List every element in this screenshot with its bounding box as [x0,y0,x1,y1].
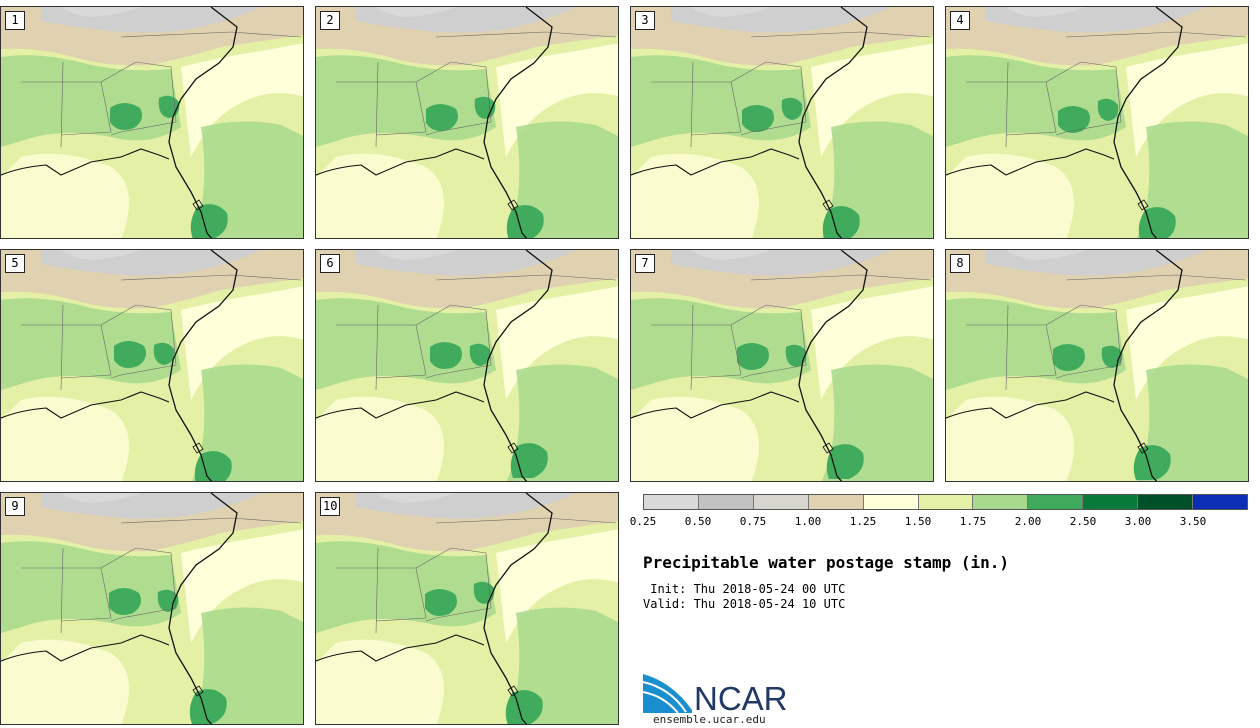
chart-title: Precipitable water postage stamp (in.) [643,553,1010,572]
colorbar-segment [863,495,919,509]
valid-time: Valid: Thu 2018-05-24 10 UTC [643,597,846,611]
colorbar-tick-label: 2.50 [1069,515,1097,528]
panel-number: 3 [635,11,655,30]
colorbar-tick-label: 1.50 [904,515,932,528]
panel-number: 7 [635,254,655,273]
colorbar-segment [1028,495,1084,509]
map-panel: 8 [945,249,1249,482]
colorbar-segment [973,495,1029,509]
panel-number: 2 [320,11,340,30]
panel-number: 9 [5,497,25,516]
colorbar-segment [808,495,864,509]
panel-number: 6 [320,254,340,273]
logo-wordmark: NCAR [694,680,788,714]
logo-url: ensemble.ucar.edu [653,713,766,726]
map-panel: 3 [630,6,934,239]
colorbar-tick-label: 3.00 [1124,515,1152,528]
map-panel: 4 [945,6,1249,239]
map-panel: 2 [315,6,619,239]
colorbar-segment [1193,495,1247,509]
colorbar-segment [698,495,754,509]
colorbar-segment [1083,495,1139,509]
map-panel: 5 [0,249,304,482]
colorbar [643,494,1248,510]
colorbar-segment [644,495,699,509]
panel-number: 10 [320,497,341,516]
panel-number: 8 [950,254,970,273]
colorbar-segment [1138,495,1194,509]
map-panel: 7 [630,249,934,482]
colorbar-tick-label: 0.50 [684,515,712,528]
colorbar-tick-label: 1.75 [959,515,987,528]
map-panel: 10 [315,492,619,725]
colorbar-segment [918,495,974,509]
map-panel: 9 [0,492,304,725]
colorbar-tick-label: 0.25 [629,515,657,528]
panel-number: 5 [5,254,25,273]
colorbar-tick-label: 3.50 [1179,515,1207,528]
map-panel: 6 [315,249,619,482]
panel-number: 1 [5,11,25,30]
colorbar-tick-label: 2.00 [1014,515,1042,528]
colorbar-segment [753,495,809,509]
colorbar-tick-label: 1.00 [794,515,822,528]
colorbar-tick-label: 1.25 [849,515,877,528]
map-panel: 1 [0,6,304,239]
panel-number: 4 [950,11,970,30]
init-time: Init: Thu 2018-05-24 00 UTC [643,582,846,596]
ncar-logo: NCAR [642,672,792,718]
colorbar-tick-label: 0.75 [739,515,767,528]
